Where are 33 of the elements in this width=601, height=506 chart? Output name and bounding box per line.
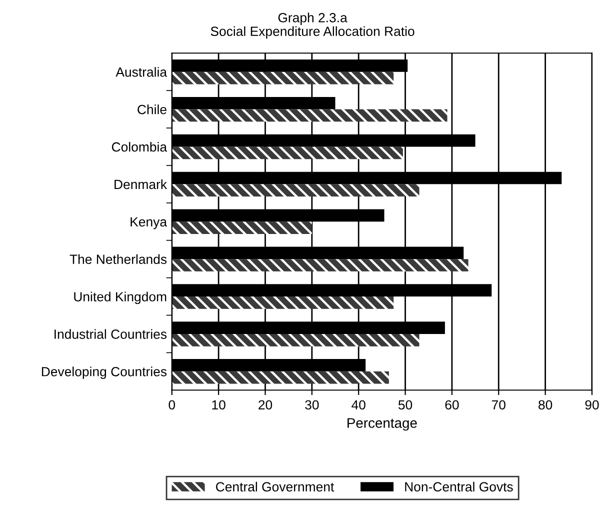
y-tick-label: Industrial Countries [54, 329, 167, 339]
x-tick-label: 50 [398, 400, 412, 410]
bar [172, 109, 448, 122]
x-tick-label: 70 [492, 400, 506, 410]
x-axis-title: Percentage [348, 418, 417, 431]
x-tick-label: 80 [538, 400, 552, 410]
y-tick-label: The Netherlands [70, 254, 167, 264]
bar [172, 184, 420, 197]
bar [172, 72, 394, 84]
x-tick-label: 20 [258, 400, 272, 410]
y-tick-label: United Kingdom [74, 292, 166, 304]
x-tick-label: 0 [168, 400, 176, 410]
y-tick-label: Denmark [114, 179, 168, 190]
bar [172, 146, 403, 160]
x-tick-label: 10 [212, 400, 226, 410]
bar [172, 259, 468, 272]
chart-subtitle: Social Expenditure Allocation Ratio [210, 26, 414, 39]
bar [172, 296, 394, 309]
y-tick-label: Chile [138, 104, 166, 114]
bar [172, 222, 312, 234]
legend-label: Non-Central Govts [405, 482, 513, 492]
x-tick-label: 90 [585, 400, 599, 410]
y-tick-label: Kenya [130, 217, 168, 230]
x-tick-label: 30 [305, 400, 319, 410]
x-tick-label: 60 [445, 400, 459, 410]
legend-label: Central Government [216, 482, 334, 492]
x-tick-label: 40 [352, 400, 366, 410]
bar [172, 334, 420, 346]
bar [172, 371, 389, 384]
chart-title: Graph 2.3.a [278, 12, 348, 25]
y-tick-label: Australia [116, 67, 168, 77]
y-tick-label: Developing Countries [42, 366, 167, 379]
y-tick-label: Colombia [112, 142, 168, 152]
